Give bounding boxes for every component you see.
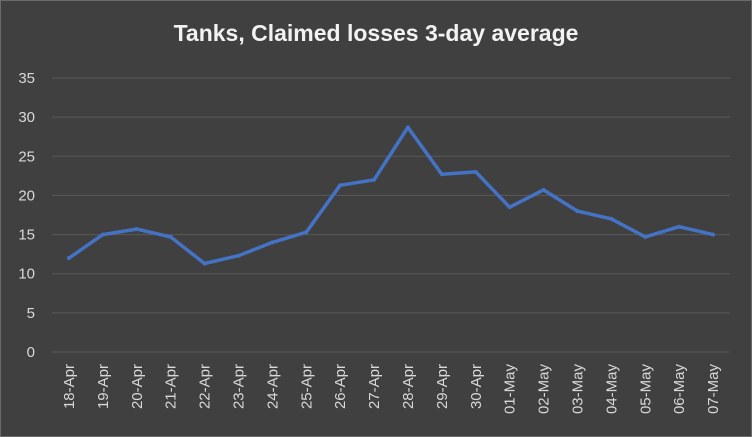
data-point-21-Apr xyxy=(168,234,173,239)
y-tick-label: 20 xyxy=(18,187,35,204)
x-tick-label: 29-Apr xyxy=(434,364,451,409)
data-point-20-Apr xyxy=(134,227,139,232)
x-tick-label: 25-Apr xyxy=(298,364,315,409)
x-tick-label: 27-Apr xyxy=(366,364,383,409)
data-point-07-May xyxy=(711,232,716,237)
data-point-19-Apr xyxy=(100,232,105,237)
data-point-04-May xyxy=(609,216,614,221)
data-point-29-Apr xyxy=(439,172,444,177)
y-tick-label: 30 xyxy=(18,109,35,126)
series-group xyxy=(66,125,716,266)
series-line xyxy=(67,125,715,266)
y-tick-label: 10 xyxy=(18,266,35,283)
data-point-22-Apr xyxy=(202,261,207,266)
y-tick-label: 5 xyxy=(27,305,35,322)
x-tick-label: 23-Apr xyxy=(230,364,247,409)
y-tick-label: 35 xyxy=(18,70,35,87)
x-tick-label: 24-Apr xyxy=(264,364,281,409)
y-tick-label: 25 xyxy=(18,148,35,165)
data-point-18-Apr xyxy=(66,256,71,261)
x-tick-label: 19-Apr xyxy=(95,364,112,409)
gridlines xyxy=(52,77,730,353)
data-point-02-May xyxy=(541,187,546,192)
y-tick-label: 15 xyxy=(18,227,35,244)
x-tick-label: 02-May xyxy=(536,364,553,415)
x-tick-label: 28-Apr xyxy=(400,364,417,409)
x-tick-label: 20-Apr xyxy=(129,364,146,409)
data-point-06-May xyxy=(677,224,682,229)
data-point-05-May xyxy=(643,234,648,239)
data-point-23-Apr xyxy=(236,253,241,258)
data-point-03-May xyxy=(575,209,580,214)
data-point-27-Apr xyxy=(372,177,377,182)
x-tick-label: 26-Apr xyxy=(332,364,349,409)
x-tick-label: 18-Apr xyxy=(61,364,78,409)
x-tick-label: 01-May xyxy=(502,364,519,415)
x-tick-label: 21-Apr xyxy=(163,364,180,409)
chart-title: Tanks, Claimed losses 3-day average xyxy=(173,20,579,46)
y-axis-ticks: 0 5 10 15 20 25 30 35 xyxy=(18,70,35,361)
y-tick-label: 0 xyxy=(27,344,35,361)
x-axis-ticks: 18-Apr 19-Apr 20-Apr 21-Apr 22-Apr 23-Apr 24-A… xyxy=(61,364,722,415)
data-point-24-Apr xyxy=(270,240,275,245)
x-tick-label: 07-May xyxy=(705,364,722,415)
data-point-25-Apr xyxy=(304,230,309,235)
x-tick-label: 04-May xyxy=(603,364,620,415)
x-tick-label: 06-May xyxy=(671,364,688,415)
x-tick-label: 30-Apr xyxy=(468,364,485,409)
data-point-28-Apr xyxy=(405,125,410,130)
data-point-30-Apr xyxy=(473,169,478,174)
x-tick-label: 03-May xyxy=(569,364,586,415)
data-point-01-May xyxy=(507,205,512,210)
data-point-26-Apr xyxy=(338,183,343,188)
x-tick-label: 22-Apr xyxy=(197,364,214,409)
x-tick-label: 05-May xyxy=(637,364,654,415)
